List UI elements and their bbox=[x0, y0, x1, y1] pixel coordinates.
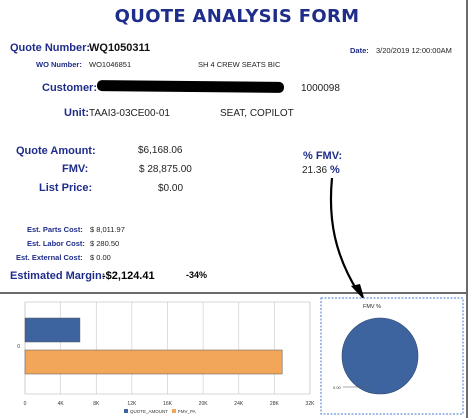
x-tick-label: 24K bbox=[234, 401, 244, 407]
customer-name-redaction bbox=[96, 80, 285, 93]
bar-quote-amount bbox=[24, 317, 81, 343]
unit-value: TAAI3-03CE00-01 bbox=[89, 108, 170, 119]
labor-cost-label: Est. Labor Cost: bbox=[27, 239, 85, 248]
fmv-value: $ 28,875.00 bbox=[139, 164, 192, 175]
wo-number-label: WO Number: bbox=[36, 60, 82, 69]
chart-section-divider bbox=[0, 292, 466, 294]
quote-amount-value: $6,168.06 bbox=[138, 145, 183, 156]
pie-side-label: 0.00 bbox=[333, 385, 342, 390]
bar-chart: 0 4K 8K 12K 16K 20K 24K 28K 32K 0 QUOTE_AMOUNT FMV_… bbox=[17, 301, 316, 414]
x-tick-label: 32K bbox=[306, 401, 316, 407]
x-tick-label: 8K bbox=[93, 401, 100, 407]
date-label: Date: bbox=[350, 46, 369, 55]
list-price-label: List Price: bbox=[39, 182, 93, 194]
list-price-value: $0.00 bbox=[158, 183, 184, 194]
pct-fmv-label: % FMV: bbox=[303, 150, 343, 162]
quote-amount-label: Quote Amount: bbox=[16, 145, 96, 157]
wo-description: SH 4 CREW SEATS BIC bbox=[198, 60, 281, 69]
bar-fmv-pa bbox=[24, 349, 283, 375]
x-tick-label: 20K bbox=[199, 401, 209, 407]
external-cost-value: $ 0.00 bbox=[90, 253, 111, 262]
customer-number: 1000098 bbox=[301, 83, 340, 94]
unit-description: SEAT, COPILOT bbox=[220, 108, 294, 119]
margin-percent: -34% bbox=[186, 270, 208, 280]
legend-swatch bbox=[124, 409, 128, 413]
annotation-arrow bbox=[329, 177, 365, 301]
external-cost-label: Est. External Cost: bbox=[16, 253, 83, 262]
unit-label: Unit: bbox=[64, 107, 90, 119]
legend-label: FMV_PA bbox=[178, 409, 196, 414]
x-tick-label: 16K bbox=[163, 401, 173, 407]
labor-cost-value: $ 280.50 bbox=[90, 239, 120, 248]
pct-fmv-suffix: % bbox=[330, 164, 340, 176]
x-tick-label: 0 bbox=[24, 401, 27, 407]
pie-chart: FMV % 0.00 bbox=[320, 297, 464, 415]
quote-number-label: Quote Number: bbox=[10, 42, 91, 54]
pct-fmv-value: 21.36 bbox=[302, 165, 328, 176]
x-tick-label: 12K bbox=[127, 401, 137, 407]
wo-number-value: WO1046851 bbox=[89, 60, 132, 69]
parts-cost-value: $ 8,011.97 bbox=[90, 225, 125, 234]
pie-slice bbox=[341, 317, 419, 395]
pie-title: FMV % bbox=[363, 304, 381, 310]
customer-label: Customer: bbox=[42, 82, 98, 94]
legend-swatch bbox=[172, 409, 176, 413]
page-border-right bbox=[466, 0, 468, 418]
fmv-label: FMV: bbox=[62, 163, 89, 175]
legend-label: QUOTE_AMOUNT bbox=[130, 409, 168, 414]
margin-label: Estimated Margin: bbox=[10, 270, 106, 282]
parts-cost-label: Est. Parts Cost: bbox=[27, 225, 83, 234]
margin-value: -$2,124.41 bbox=[102, 270, 155, 282]
x-tick-label: 28K bbox=[270, 401, 280, 407]
page-title: QUOTE ANALYSIS FORM bbox=[114, 6, 360, 27]
x-tick-label: 4K bbox=[58, 401, 65, 407]
date-value: 3/20/2019 12:00:00AM bbox=[376, 46, 452, 55]
y-category-label: 0 bbox=[17, 344, 20, 350]
quote-number-value: WQ1050311 bbox=[89, 42, 151, 54]
